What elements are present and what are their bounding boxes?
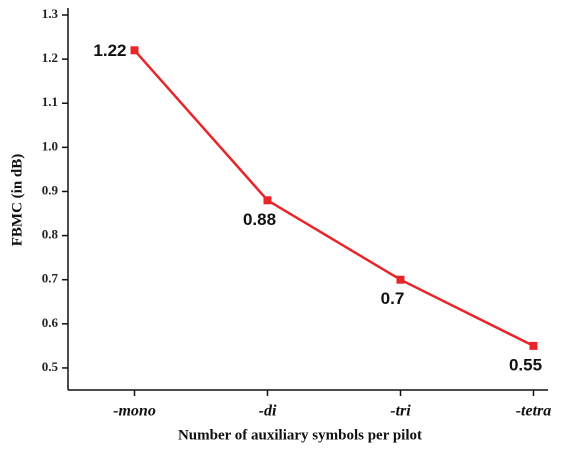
- point: [130, 46, 139, 55]
- x-axis-title: Number of auxiliary symbols per pilot: [178, 427, 422, 443]
- y-tick-label: 0.8: [42, 227, 59, 242]
- point: [529, 341, 538, 350]
- data-label: 0.88: [243, 210, 276, 229]
- x-tick-label: -tetra: [516, 403, 552, 420]
- y-tick-label: 1.0: [42, 138, 58, 153]
- line: [133, 49, 535, 348]
- y-tick-label: 0.7: [42, 271, 59, 286]
- y-tick-label: 0.9: [42, 182, 59, 197]
- x-tick-label: -tri: [390, 403, 411, 420]
- y-tick-label: 1.2: [42, 50, 58, 65]
- point: [396, 275, 405, 284]
- data-label: 0.55: [509, 355, 542, 374]
- y-axis-title: FBMC (in dB): [9, 154, 25, 247]
- y-tick-label: 0.5: [42, 359, 59, 374]
- y-tick-label: 1.1: [42, 94, 58, 109]
- y-tick-label: 0.6: [42, 315, 59, 330]
- point: [263, 196, 272, 205]
- x-tick-label: -mono: [113, 403, 156, 420]
- x-tick-label: -di: [259, 403, 277, 420]
- data-label: 1.22: [93, 41, 126, 60]
- data-label: 0.7: [381, 289, 405, 308]
- y-tick-label: 1.3: [42, 6, 59, 21]
